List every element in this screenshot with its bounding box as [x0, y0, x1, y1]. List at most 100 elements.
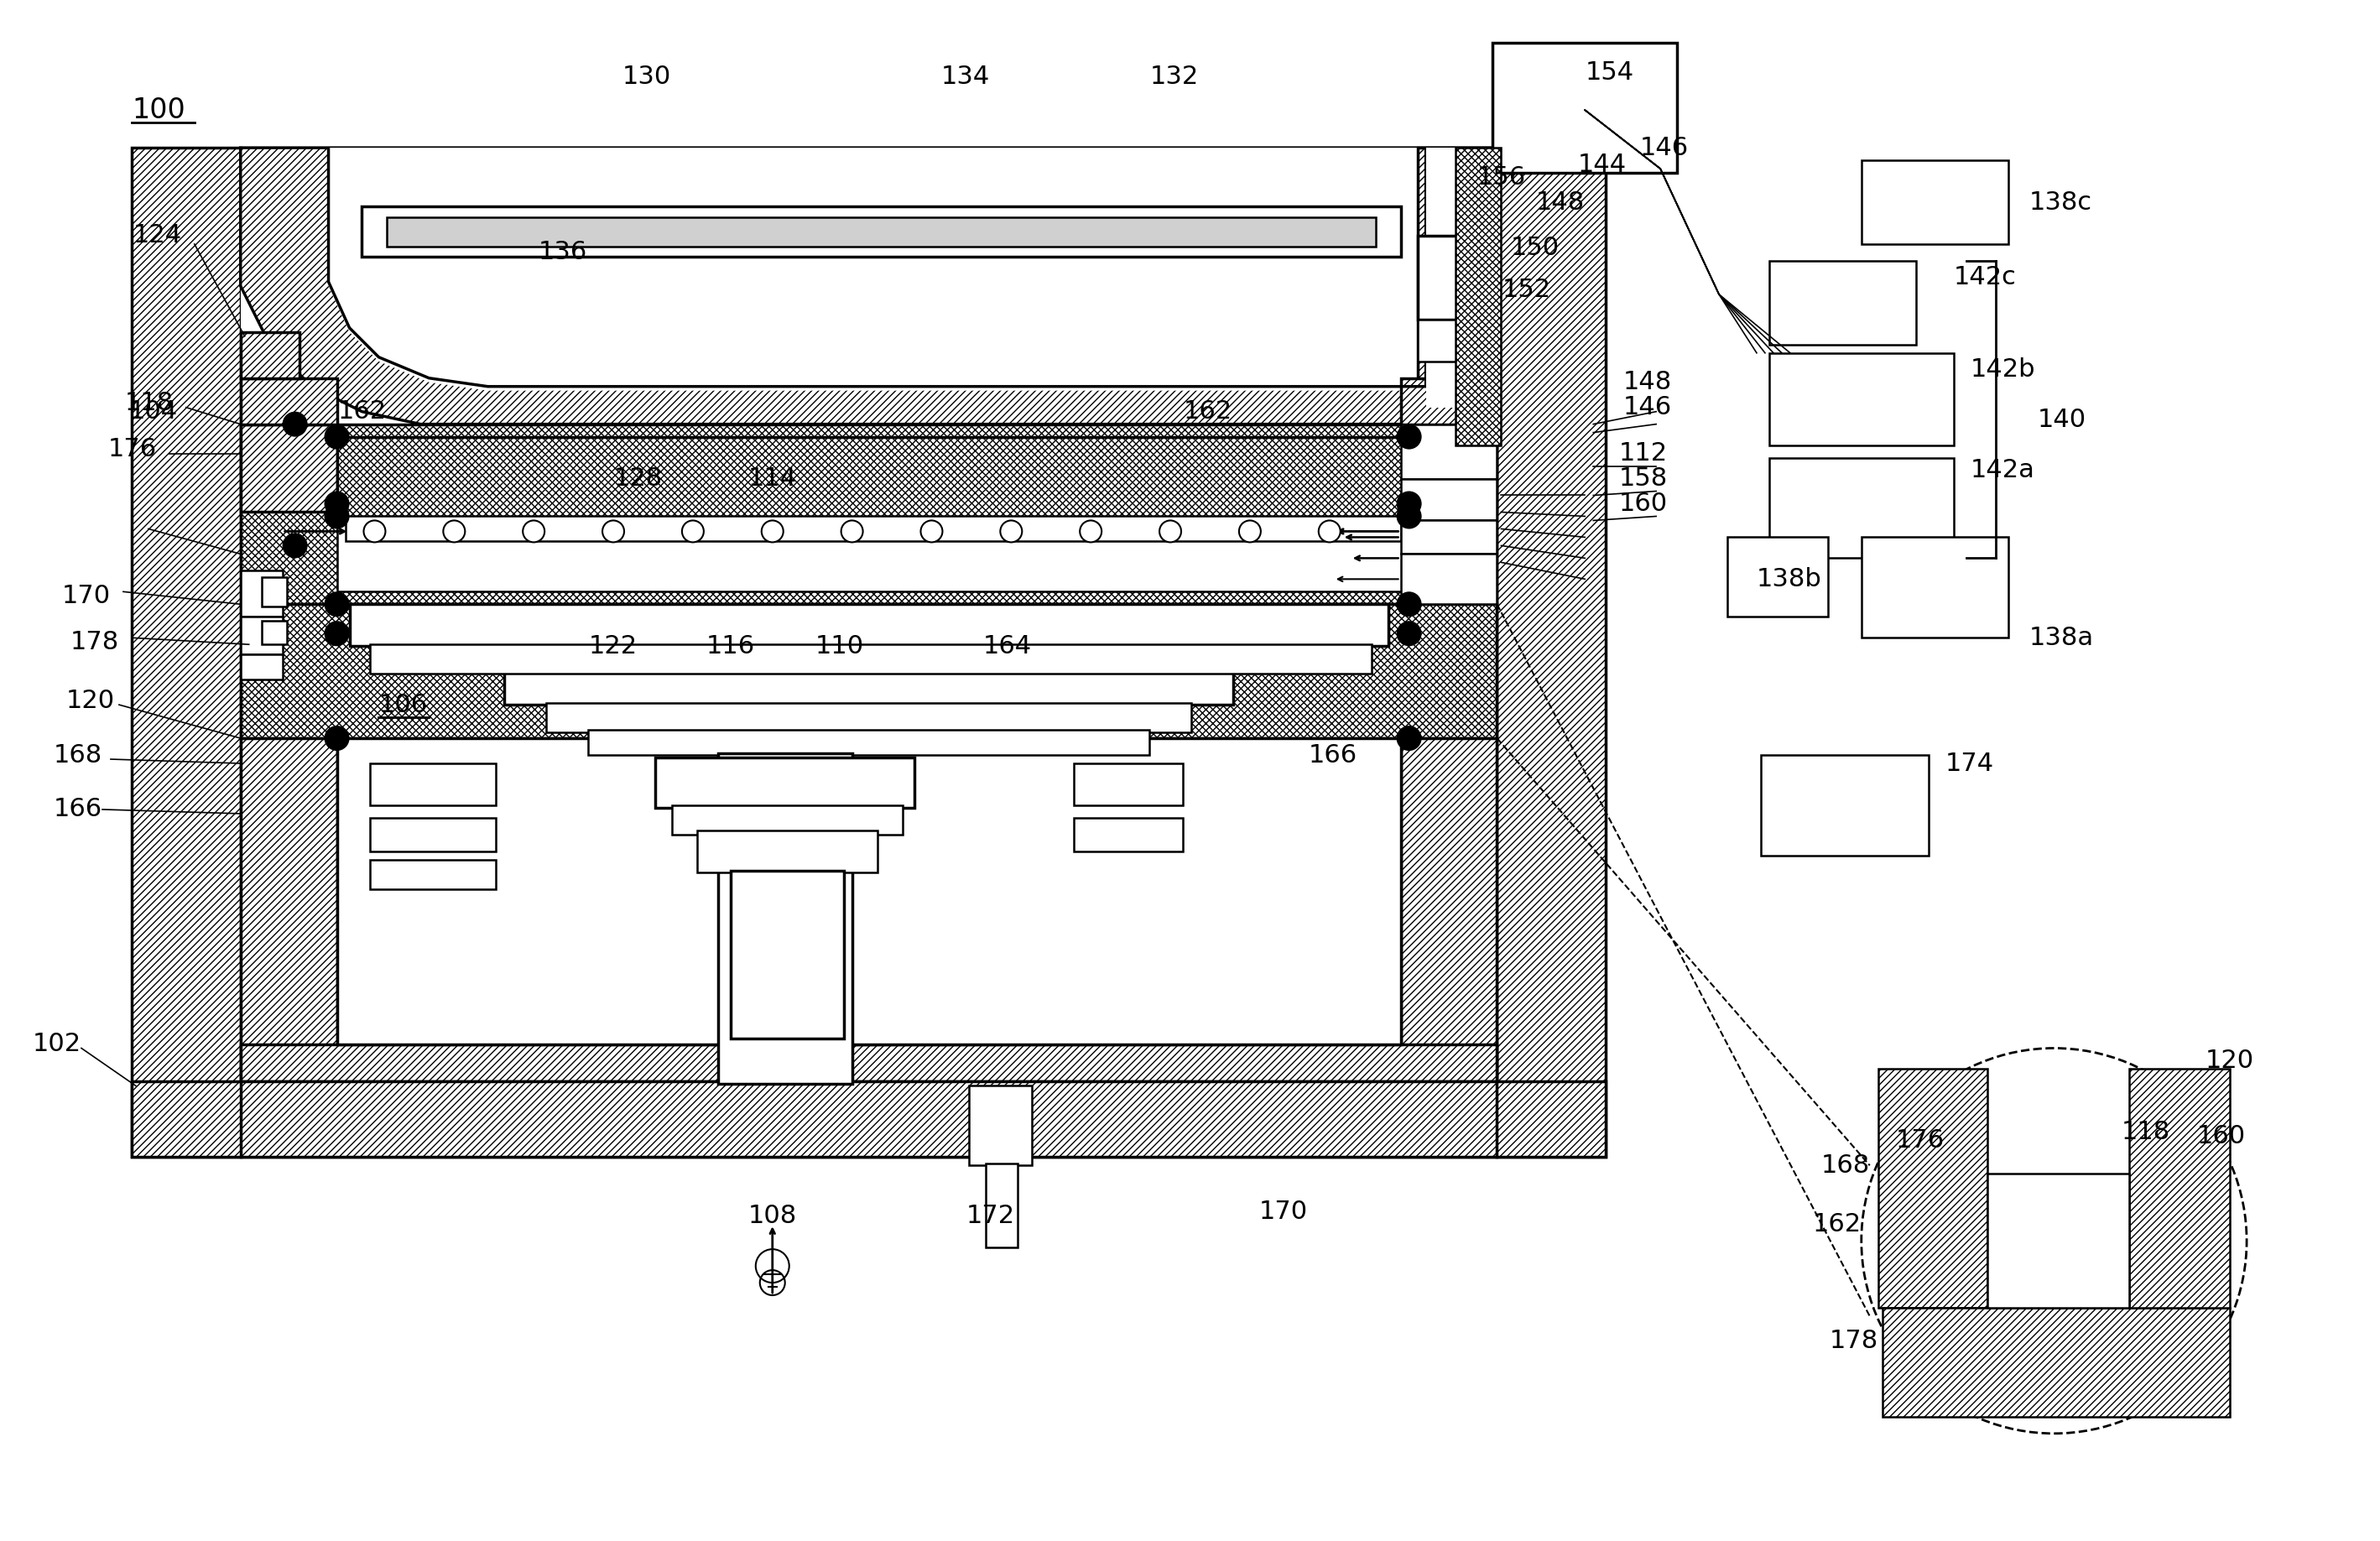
Bar	[371, 860, 495, 889]
Text: 134: 134	[940, 65, 990, 89]
Bar	[1728, 538, 1828, 616]
Bar	[262, 578, 286, 607]
Circle shape	[364, 521, 386, 542]
Bar	[240, 604, 1497, 738]
Polygon shape	[1883, 1308, 2230, 1416]
Text: 128: 128	[614, 467, 664, 490]
Polygon shape	[2130, 1069, 2230, 1308]
Text: 138a: 138a	[2028, 626, 2094, 650]
Text: 174: 174	[1944, 750, 1994, 775]
Text: 150: 150	[1511, 236, 1559, 260]
Bar	[240, 331, 300, 378]
Circle shape	[1861, 1048, 2247, 1433]
Circle shape	[757, 1250, 790, 1282]
Bar	[588, 730, 1150, 755]
Bar	[371, 763, 495, 806]
Text: 138c: 138c	[2028, 190, 2092, 214]
Text: 146: 146	[1623, 394, 1671, 419]
Text: 168: 168	[52, 743, 102, 767]
Text: 120: 120	[67, 689, 114, 713]
Text: 170: 170	[62, 584, 112, 609]
Circle shape	[1240, 521, 1261, 542]
Bar	[371, 644, 1371, 673]
Bar	[671, 806, 902, 835]
Bar	[240, 148, 1497, 1082]
Polygon shape	[1878, 1069, 1987, 1308]
Text: 162: 162	[1183, 399, 1233, 424]
Bar	[1492, 43, 1678, 173]
Polygon shape	[328, 148, 1426, 391]
Bar	[240, 570, 283, 616]
Bar	[1073, 763, 1183, 806]
Bar	[350, 604, 1388, 646]
Text: 148: 148	[1623, 370, 1671, 394]
Bar	[1768, 260, 1916, 345]
Bar	[1768, 353, 1954, 445]
Circle shape	[1397, 492, 1421, 515]
Text: 122: 122	[588, 633, 638, 658]
Circle shape	[1397, 623, 1421, 646]
Bar	[1402, 738, 1497, 1082]
Circle shape	[326, 425, 347, 448]
Text: 160: 160	[2197, 1123, 2247, 1148]
Text: 116: 116	[707, 633, 754, 658]
Text: 160: 160	[1618, 492, 1668, 516]
Bar	[1402, 424, 1497, 479]
Text: 164: 164	[983, 633, 1031, 658]
Text: 158: 158	[1618, 467, 1668, 490]
Text: 156: 156	[1478, 165, 1526, 190]
Bar	[1987, 1174, 2130, 1308]
Text: 162: 162	[338, 399, 386, 424]
Bar	[131, 148, 240, 1157]
Text: 178: 178	[69, 630, 119, 653]
Circle shape	[326, 623, 347, 646]
Circle shape	[1319, 521, 1340, 542]
Bar	[240, 424, 338, 512]
Text: 100: 100	[131, 96, 186, 123]
Bar	[1402, 378, 1497, 424]
Circle shape	[1397, 592, 1421, 616]
Text: 176: 176	[1894, 1128, 1944, 1153]
Bar	[240, 738, 338, 1082]
Text: 104: 104	[129, 399, 178, 424]
Text: 132: 132	[1150, 65, 1200, 89]
Bar	[240, 1082, 1497, 1157]
Circle shape	[443, 521, 464, 542]
Circle shape	[762, 521, 783, 542]
Circle shape	[602, 521, 624, 542]
Text: 166: 166	[1309, 743, 1357, 767]
Bar	[505, 672, 1233, 704]
Text: 154: 154	[1585, 60, 1635, 85]
Bar	[1761, 755, 1928, 855]
Text: 176: 176	[107, 438, 157, 461]
Circle shape	[326, 492, 347, 515]
Text: 118: 118	[2121, 1120, 2171, 1143]
Bar	[262, 621, 286, 644]
Text: 112: 112	[1618, 441, 1668, 465]
Bar	[731, 871, 843, 1039]
Text: 166: 166	[55, 797, 102, 821]
Text: 162: 162	[1814, 1211, 1861, 1236]
Bar	[1768, 458, 1954, 558]
Text: 148: 148	[1535, 190, 1585, 214]
Text: 144: 144	[1578, 153, 1626, 177]
Text: 120: 120	[2206, 1048, 2254, 1073]
Bar	[1418, 236, 1492, 319]
Circle shape	[1081, 521, 1102, 542]
Text: 136: 136	[538, 240, 588, 265]
Bar	[1402, 479, 1497, 521]
Bar	[969, 1086, 1033, 1165]
Bar	[131, 1082, 1606, 1157]
Bar	[1861, 538, 2009, 638]
Bar	[388, 217, 1376, 247]
Bar	[240, 655, 283, 680]
Bar	[654, 758, 914, 807]
Bar	[240, 378, 338, 424]
Bar	[1073, 818, 1183, 851]
Text: 102: 102	[33, 1032, 81, 1056]
Text: 172: 172	[966, 1204, 1014, 1228]
Bar	[345, 516, 1402, 541]
Bar	[1402, 424, 1497, 512]
Text: 168: 168	[1821, 1153, 1871, 1177]
Bar	[1454, 148, 1502, 445]
